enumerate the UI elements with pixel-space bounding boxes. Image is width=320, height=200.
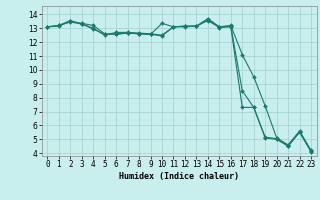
X-axis label: Humidex (Indice chaleur): Humidex (Indice chaleur) bbox=[119, 172, 239, 181]
